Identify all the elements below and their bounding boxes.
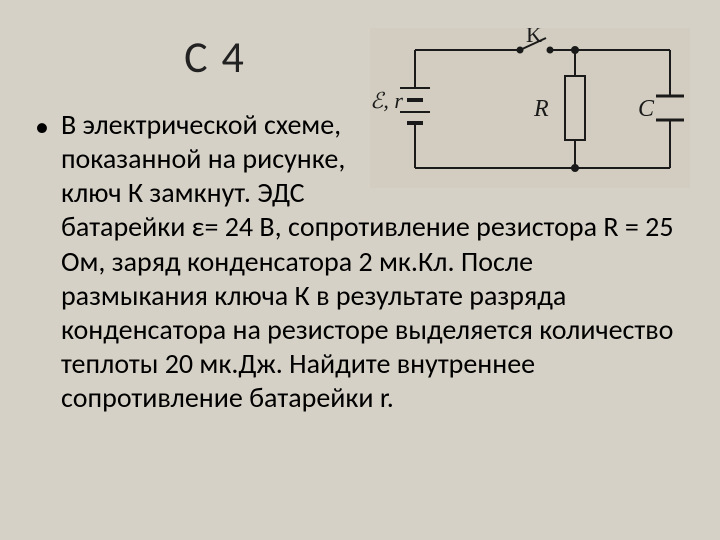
svg-text:C: C bbox=[638, 96, 655, 122]
svg-text:R: R bbox=[533, 96, 549, 122]
body-rest: батарейки ε= 24 В, сопротивление резисто… bbox=[61, 209, 674, 415]
bullet-icon: • bbox=[35, 112, 49, 143]
slide: С 4 • В электрической схеме, показанной … bbox=[0, 0, 720, 540]
slide-title: С 4 bbox=[35, 30, 395, 84]
body-narrow: В электрической схеме, показанной на рис… bbox=[61, 108, 361, 210]
circuit-diagram: ℰ, r K R C bbox=[370, 28, 690, 188]
svg-text:ℰ, r: ℰ, r bbox=[370, 88, 403, 113]
svg-text:K: K bbox=[526, 28, 542, 47]
title-wrap: С 4 bbox=[35, 30, 395, 84]
